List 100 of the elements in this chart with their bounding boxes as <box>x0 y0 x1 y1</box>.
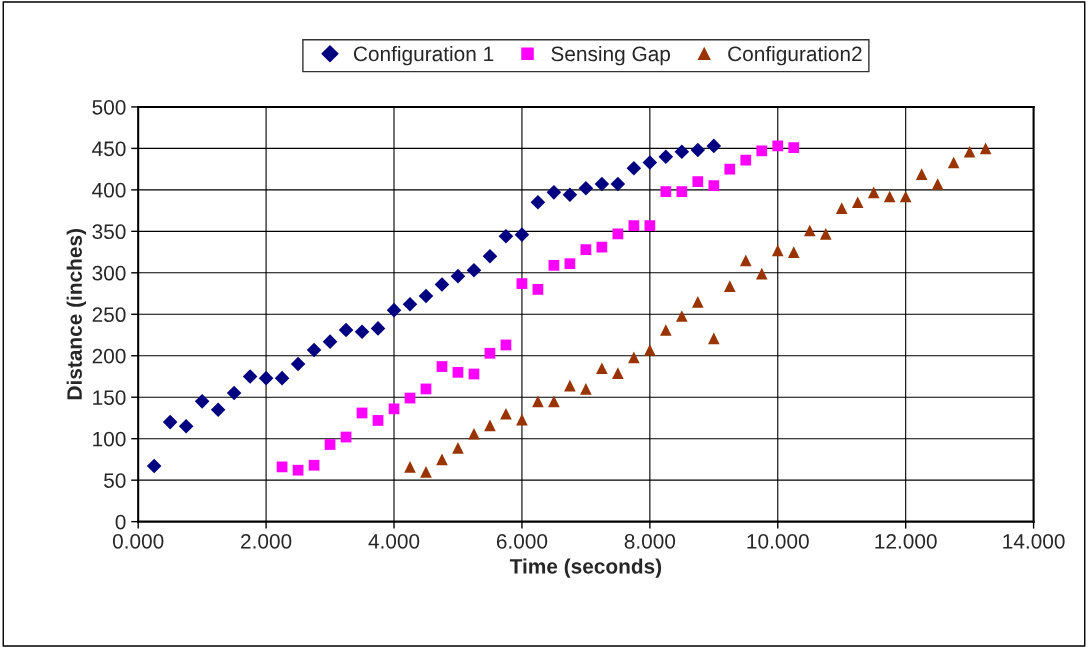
x-tick-label: 6.000 <box>496 534 548 549</box>
point <box>532 284 544 295</box>
point <box>644 344 656 356</box>
point <box>626 161 642 176</box>
point <box>771 244 784 257</box>
x-axis-title: Time (seconds) <box>509 558 662 578</box>
point <box>740 154 752 166</box>
y-tick-label: 250 <box>92 307 126 323</box>
point <box>420 466 432 478</box>
point <box>372 415 384 426</box>
point <box>324 439 336 450</box>
point <box>899 190 912 203</box>
point <box>306 342 322 358</box>
point <box>596 362 608 374</box>
y-tick-label: 50 <box>104 473 126 488</box>
point <box>915 168 928 180</box>
point <box>162 414 178 430</box>
point <box>452 366 464 378</box>
point <box>466 263 482 278</box>
y-tick-label: 300 <box>92 265 126 281</box>
point <box>450 268 466 284</box>
point <box>370 321 386 336</box>
point <box>484 347 496 359</box>
point <box>516 278 528 289</box>
point <box>514 227 530 242</box>
point <box>452 442 464 454</box>
point <box>564 258 576 270</box>
point <box>819 228 832 240</box>
y-tick-label: 100 <box>93 431 126 447</box>
point <box>386 302 402 318</box>
y-tick-label: 200 <box>92 348 126 364</box>
point <box>562 187 578 203</box>
point <box>644 220 656 231</box>
y-tick-label: 400 <box>92 182 126 198</box>
point <box>979 142 992 155</box>
point <box>658 149 674 164</box>
point <box>596 241 608 253</box>
point <box>500 408 512 420</box>
point <box>194 394 210 409</box>
point <box>756 145 768 157</box>
y-tick-label: 500 <box>92 99 126 115</box>
x-tick-label: 10.000 <box>747 534 809 549</box>
point <box>642 155 658 170</box>
point <box>532 395 544 408</box>
point <box>292 464 304 476</box>
x-tick-label: 2.000 <box>241 534 292 549</box>
point <box>580 244 592 255</box>
point <box>178 418 194 434</box>
point <box>612 228 624 240</box>
point <box>322 334 338 349</box>
point <box>308 459 320 471</box>
point <box>434 277 450 292</box>
point <box>676 186 688 197</box>
y-tick-label: 350 <box>92 224 126 240</box>
point <box>530 195 546 210</box>
point <box>723 280 736 292</box>
point <box>338 322 354 338</box>
point <box>482 248 498 264</box>
point <box>226 385 242 401</box>
legend-label: Configuration 1 <box>353 45 494 66</box>
point <box>548 259 560 271</box>
point <box>851 196 864 209</box>
point <box>883 190 896 203</box>
y-tick-label: 150 <box>93 390 126 405</box>
point <box>674 144 690 159</box>
point <box>708 332 720 345</box>
point <box>724 163 736 175</box>
point <box>612 367 624 379</box>
point <box>548 395 560 408</box>
point <box>947 156 960 169</box>
point <box>708 180 720 192</box>
x-tick-label: 4.000 <box>368 534 420 549</box>
point <box>210 402 226 417</box>
y-tick-label: 450 <box>92 141 126 157</box>
point <box>660 324 672 336</box>
x-tick-label: 12.000 <box>875 534 937 549</box>
point <box>418 288 434 304</box>
point <box>788 142 800 153</box>
x-tick-label: 0.000 <box>112 534 164 549</box>
point <box>835 202 848 214</box>
point <box>404 461 416 473</box>
x-tick-label: 8.000 <box>624 534 676 549</box>
point <box>963 145 976 158</box>
x-tick-label: 14.000 <box>1003 534 1065 549</box>
point <box>690 142 706 158</box>
point <box>628 351 640 364</box>
point <box>274 370 290 386</box>
point <box>867 186 880 199</box>
point <box>258 370 274 386</box>
point <box>772 140 784 152</box>
point <box>354 324 370 339</box>
y-axis-title: Distance (inches) <box>66 229 87 400</box>
point <box>468 427 480 440</box>
point <box>628 220 640 231</box>
point <box>290 356 306 372</box>
point <box>546 185 562 200</box>
point <box>692 296 704 308</box>
point <box>787 246 800 258</box>
point <box>706 138 722 154</box>
point <box>580 383 592 395</box>
